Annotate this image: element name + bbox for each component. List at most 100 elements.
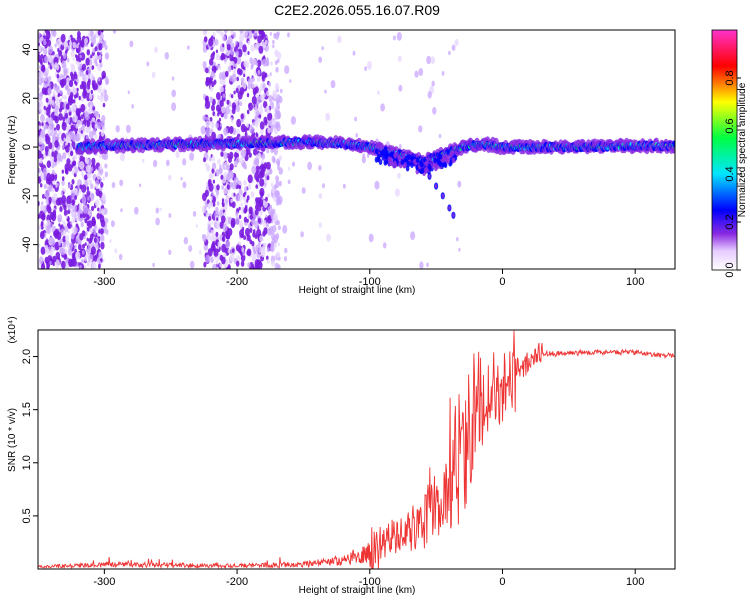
noise-speck xyxy=(441,71,445,76)
noise-speck xyxy=(202,114,206,122)
noise-speck xyxy=(426,55,432,65)
noise-speck xyxy=(89,105,93,110)
noise-speck xyxy=(57,214,63,223)
noise-speck xyxy=(266,161,271,170)
noise-speck xyxy=(84,157,88,163)
noise-speck xyxy=(60,73,63,79)
noise-speck xyxy=(98,43,103,51)
noise-speck xyxy=(243,207,247,214)
noise-speck xyxy=(72,116,76,122)
noise-speck xyxy=(215,260,219,265)
noise-speck xyxy=(233,176,239,186)
noise-speck xyxy=(419,261,424,269)
noise-speck xyxy=(272,90,278,99)
noise-speck xyxy=(221,185,224,190)
noise-speck xyxy=(53,192,58,201)
noise-speck xyxy=(61,95,64,100)
noise-speck xyxy=(155,207,160,214)
noise-speck xyxy=(382,242,387,249)
noise-speck xyxy=(64,255,67,260)
noise-speck xyxy=(102,176,106,181)
noise-speck xyxy=(209,96,213,104)
noise-speck xyxy=(276,102,280,109)
noise-speck xyxy=(75,238,79,243)
noise-speck xyxy=(257,152,262,160)
noise-speck xyxy=(78,244,82,251)
spectrogram-heatmap xyxy=(38,30,675,269)
noise-speck xyxy=(39,157,43,164)
noise-speck xyxy=(80,258,84,265)
noise-speck xyxy=(240,260,245,267)
noise-speck xyxy=(67,35,71,42)
noise-speck xyxy=(277,242,280,247)
noise-speck xyxy=(219,78,223,85)
noise-speck xyxy=(226,184,230,190)
noise-speck xyxy=(222,75,226,81)
noise-speck xyxy=(263,184,266,189)
noise-speck xyxy=(164,52,169,60)
noise-speck xyxy=(267,193,270,198)
noise-speck xyxy=(58,113,63,121)
noise-speck xyxy=(65,145,70,153)
noise-speck xyxy=(233,192,236,197)
noise-speck xyxy=(79,69,84,77)
noise-speck xyxy=(258,106,264,115)
noise-speck xyxy=(284,247,288,254)
noise-speck xyxy=(44,30,49,34)
noise-speck xyxy=(217,241,221,248)
noise-speck xyxy=(85,57,90,66)
noise-speck xyxy=(250,64,254,70)
noise-speck xyxy=(374,180,380,190)
noise-speck xyxy=(71,179,75,185)
noise-speck xyxy=(56,73,60,79)
noise-speck xyxy=(80,221,84,228)
noise-speck xyxy=(243,126,248,133)
noise-speck xyxy=(426,262,429,268)
noise-speck xyxy=(84,37,88,45)
noise-speck xyxy=(100,219,106,228)
noise-speck xyxy=(215,64,219,70)
noise-speck xyxy=(269,127,274,133)
noise-speck xyxy=(216,104,221,112)
noise-speck xyxy=(243,216,248,223)
noise-speck xyxy=(86,214,90,221)
noise-speck xyxy=(182,181,187,189)
noise-speck xyxy=(206,233,211,241)
noise-speck xyxy=(46,160,51,168)
noise-speck xyxy=(59,206,63,212)
noise-speck xyxy=(397,55,402,62)
dip-speck xyxy=(376,156,381,163)
noise-speck xyxy=(94,243,99,250)
noise-speck xyxy=(236,118,242,128)
noise-speck xyxy=(81,172,84,178)
colorbar xyxy=(711,29,738,271)
noise-speck xyxy=(80,39,85,48)
noise-speck xyxy=(266,175,270,181)
noise-speck xyxy=(217,158,221,165)
noise-speck xyxy=(222,236,226,243)
noise-speck xyxy=(62,74,65,80)
noise-speck xyxy=(235,157,240,164)
noise-speck xyxy=(98,77,101,82)
noise-speck xyxy=(235,87,239,94)
noise-speck xyxy=(257,70,261,75)
noise-speck xyxy=(224,30,228,34)
noise-speck xyxy=(243,179,247,186)
noise-speck xyxy=(127,90,130,95)
noise-speck xyxy=(205,67,209,74)
noise-speck xyxy=(276,251,281,259)
noise-speck xyxy=(263,55,266,60)
noise-speck xyxy=(38,224,42,231)
noise-speck xyxy=(68,183,72,189)
snr-frame xyxy=(37,329,676,570)
noise-speck xyxy=(67,229,70,234)
noise-speck xyxy=(71,164,74,168)
noise-speck xyxy=(243,60,248,67)
noise-speck xyxy=(208,202,212,209)
noise-speck xyxy=(187,45,190,50)
noise-speck xyxy=(38,45,42,53)
noise-speck xyxy=(86,261,90,267)
noise-speck xyxy=(42,194,45,199)
noise-speck xyxy=(45,225,51,234)
noise-speck xyxy=(63,137,66,142)
